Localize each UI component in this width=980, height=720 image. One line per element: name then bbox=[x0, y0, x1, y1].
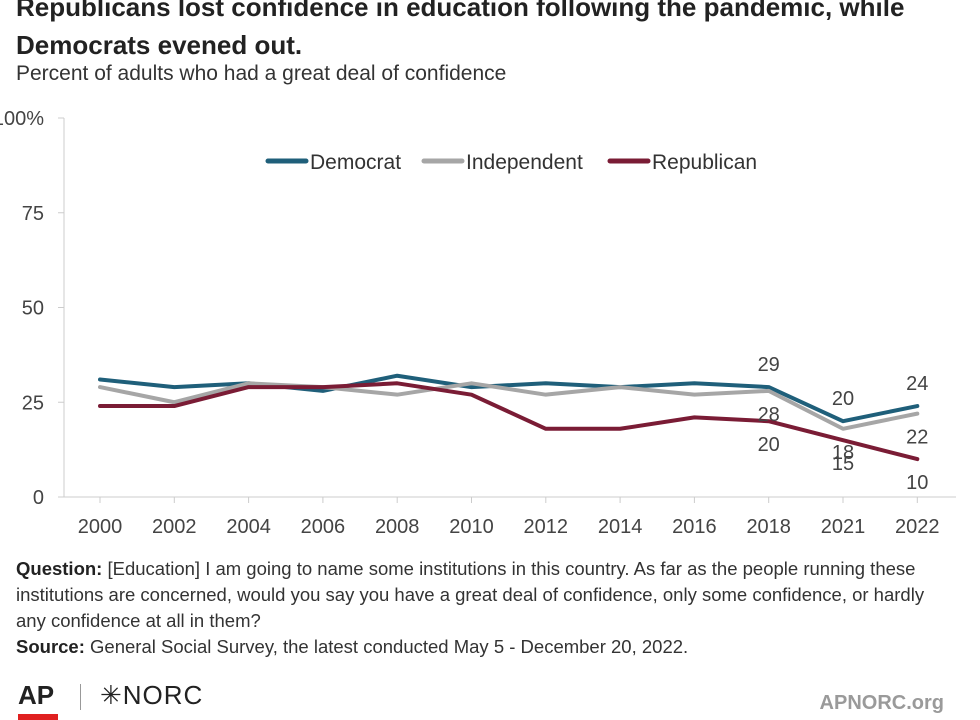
y-tick-label: 75 bbox=[22, 203, 44, 225]
data-label: 29 bbox=[758, 354, 780, 376]
x-tick-label: 2010 bbox=[449, 516, 494, 538]
ap-logo: AP bbox=[18, 680, 55, 710]
data-label: 18 bbox=[832, 442, 854, 464]
question-text: [Education] I am going to name some inst… bbox=[16, 558, 925, 631]
legend-label-republican: Republican bbox=[652, 151, 757, 174]
series-line-independent bbox=[98, 381, 920, 431]
line-chart: 0255075100%20002002200420062008201020122… bbox=[0, 108, 956, 538]
data-label: 15 bbox=[832, 453, 854, 475]
y-tick-label: 50 bbox=[22, 298, 44, 320]
x-tick-label: 2018 bbox=[746, 516, 791, 538]
y-tick-label: 0 bbox=[33, 487, 44, 509]
data-label: 22 bbox=[906, 427, 928, 449]
ap-logo-bar bbox=[18, 714, 58, 720]
x-tick-label: 2008 bbox=[375, 516, 420, 538]
source-label: Source: bbox=[16, 636, 85, 657]
x-tick-label: 2012 bbox=[524, 516, 569, 538]
x-tick-label: 2022 bbox=[895, 516, 940, 538]
data-label: 20 bbox=[758, 434, 780, 456]
site-link[interactable]: APNORC.org bbox=[819, 692, 944, 714]
x-tick-label: 2002 bbox=[152, 516, 197, 538]
x-tick-label: 2014 bbox=[598, 516, 643, 538]
legend-label-independent: Independent bbox=[466, 151, 583, 174]
chart-title: Republicans lost confidence in education… bbox=[16, 0, 905, 60]
legend-label-democrat: Democrat bbox=[310, 151, 401, 174]
data-label: 20 bbox=[832, 388, 854, 410]
source-text: General Social Survey, the latest conduc… bbox=[90, 636, 689, 657]
series-line-republican bbox=[98, 381, 920, 462]
x-tick-label: 2006 bbox=[301, 516, 346, 538]
footer-notes: Question: [Education] I am going to name… bbox=[16, 556, 956, 660]
x-tick-label: 2021 bbox=[821, 516, 866, 538]
x-tick-label: 2000 bbox=[78, 516, 123, 538]
data-label: 28 bbox=[758, 404, 780, 426]
data-label: 24 bbox=[906, 373, 928, 395]
chart-subtitle: Percent of adults who had a great deal o… bbox=[16, 62, 507, 85]
x-tick-label: 2016 bbox=[672, 516, 717, 538]
series-line-democrat bbox=[98, 373, 920, 424]
norc-logo: ✳NORC bbox=[100, 680, 204, 710]
data-label: 10 bbox=[906, 472, 928, 494]
question-label: Question: bbox=[16, 558, 103, 579]
y-tick-label: 100% bbox=[0, 108, 44, 130]
y-tick-label: 25 bbox=[22, 392, 44, 414]
x-tick-label: 2004 bbox=[226, 516, 271, 538]
brand-divider bbox=[80, 684, 81, 710]
